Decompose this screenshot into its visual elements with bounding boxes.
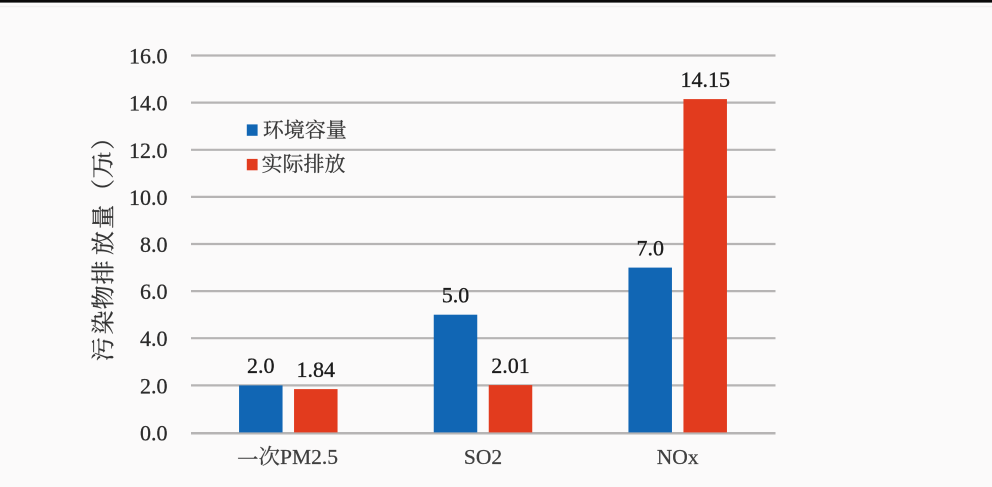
svg-text:4.0: 4.0 xyxy=(140,326,168,351)
svg-text:5.0: 5.0 xyxy=(442,282,470,307)
svg-text:12.0: 12.0 xyxy=(129,138,168,163)
svg-text:0.0: 0.0 xyxy=(140,421,168,446)
svg-text:t: t xyxy=(90,152,115,158)
svg-text:16.0: 16.0 xyxy=(129,44,168,69)
svg-text:7.0: 7.0 xyxy=(636,235,664,260)
svg-text:1.84: 1.84 xyxy=(297,357,336,382)
svg-text:NOx: NOx xyxy=(657,445,699,469)
svg-text:2.01: 2.01 xyxy=(491,353,530,378)
svg-text:10.0: 10.0 xyxy=(129,185,168,210)
svg-text:6.0: 6.0 xyxy=(140,279,168,304)
svg-text:2.0: 2.0 xyxy=(140,373,168,398)
svg-text:14.15: 14.15 xyxy=(680,67,730,92)
svg-text:SO2: SO2 xyxy=(464,445,502,469)
svg-text:PM2.5: PM2.5 xyxy=(280,445,338,469)
svg-text:8.0: 8.0 xyxy=(140,232,168,257)
svg-text:2.0: 2.0 xyxy=(247,353,275,378)
svg-text:14.0: 14.0 xyxy=(129,91,168,116)
